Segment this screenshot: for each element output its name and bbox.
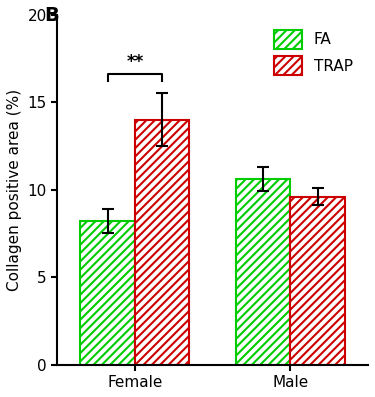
- Y-axis label: Collagen positive area (%): Collagen positive area (%): [7, 89, 22, 291]
- Bar: [135, 119, 189, 364]
- Legend: FA, TRAP: FA, TRAP: [266, 22, 360, 83]
- Bar: [290, 197, 345, 364]
- Text: B: B: [45, 6, 60, 25]
- Bar: [236, 179, 290, 364]
- Text: **: **: [126, 54, 144, 71]
- Bar: [81, 221, 135, 364]
